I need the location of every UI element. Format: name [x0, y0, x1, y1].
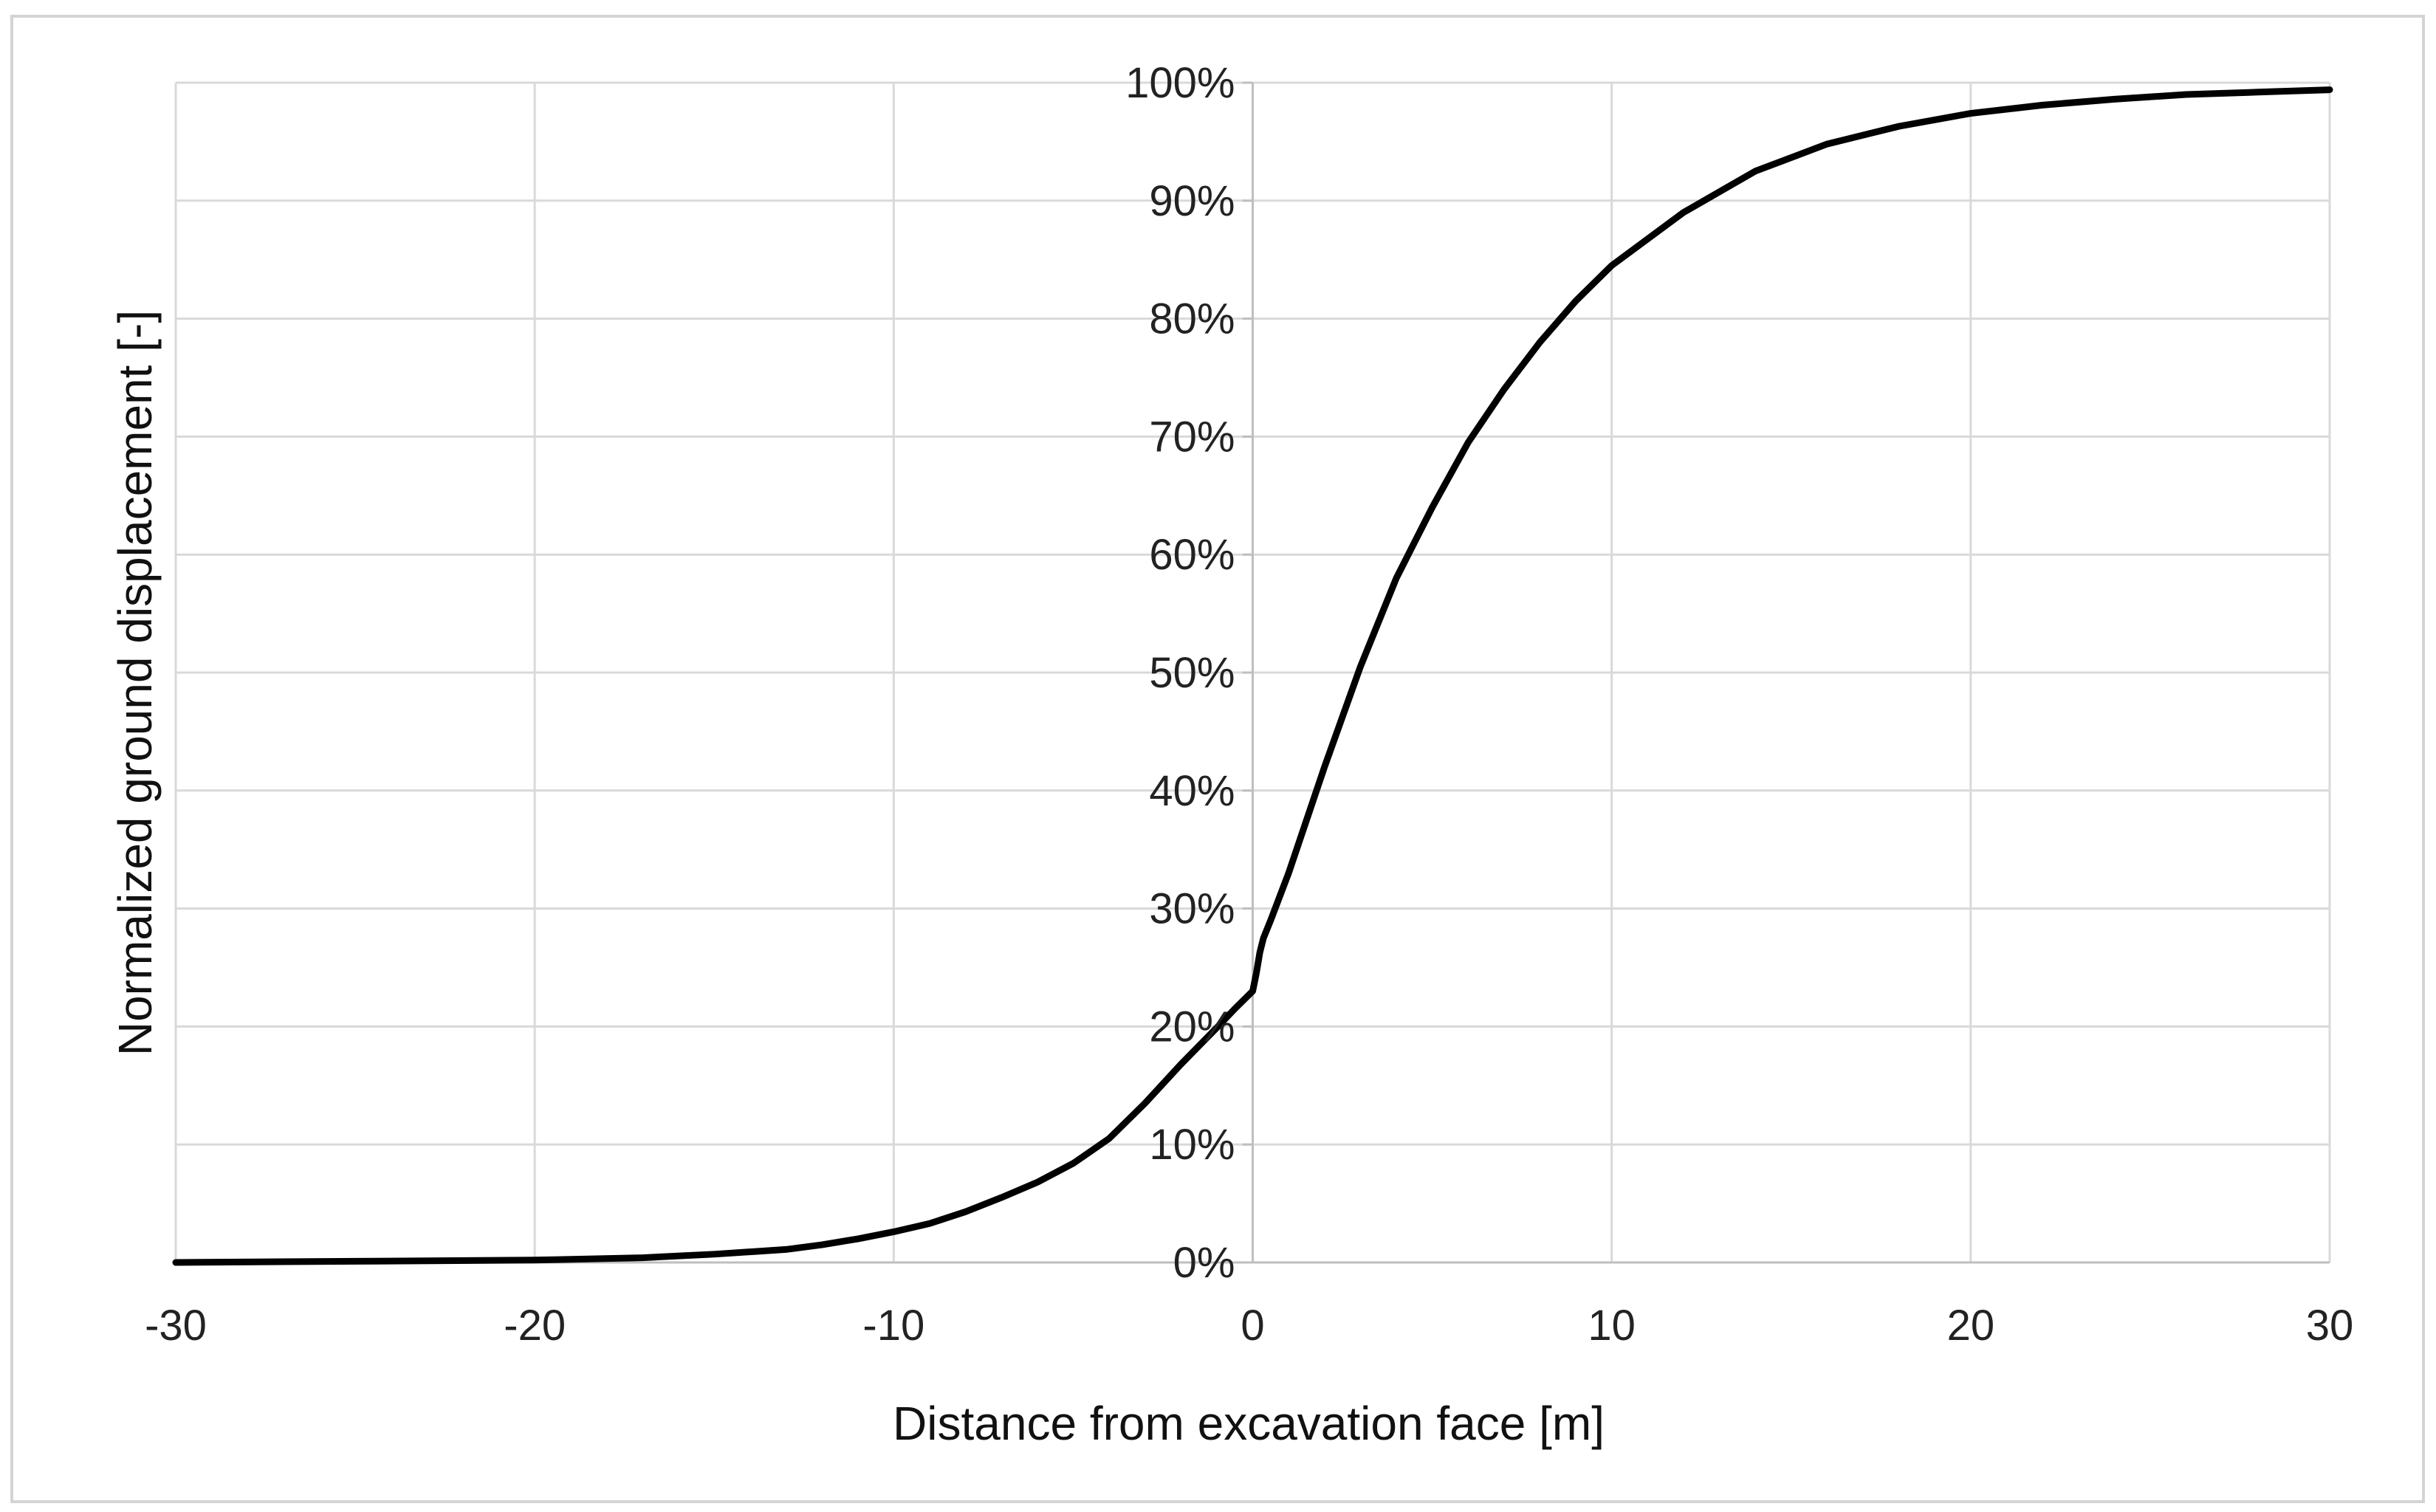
- y-tick-label: 90%: [1149, 177, 1235, 225]
- y-tick-label: 100%: [1125, 59, 1235, 107]
- x-tick-labels: -30 -20 -10 0 10 20 30: [145, 1302, 2353, 1350]
- y-tick-label: 60%: [1149, 531, 1235, 579]
- x-axis-title: Distance from excavation face [m]: [893, 1397, 1605, 1450]
- x-tick-label: 30: [2306, 1302, 2354, 1350]
- y-tick-label: 50%: [1149, 649, 1235, 697]
- x-tick-label: -10: [862, 1302, 924, 1350]
- series-line: [172, 86, 2333, 1266]
- y-tick-label: 40%: [1149, 767, 1235, 815]
- y-tick-label: 10%: [1149, 1121, 1235, 1169]
- series: [172, 86, 2333, 1266]
- y-tick-label: 0%: [1173, 1239, 1235, 1287]
- y-axis-title: Normalized ground displacement [-]: [109, 310, 162, 1056]
- y-tick-label: 30%: [1149, 885, 1235, 933]
- y-tick-label: 80%: [1149, 295, 1235, 343]
- y-tick-labels: 0% 10% 20% 30% 40% 50% 60% 70% 80% 90% 100%: [1125, 59, 1235, 1287]
- x-tick-label: 10: [1588, 1302, 1636, 1350]
- x-tick-label: -20: [504, 1302, 566, 1350]
- y-tick-label: 70%: [1149, 413, 1235, 461]
- x-tick-label: -30: [145, 1302, 207, 1350]
- x-tick-label: 20: [1947, 1302, 1995, 1350]
- chart-border: [10, 15, 2425, 1503]
- x-tick-label: 0: [1241, 1302, 1264, 1350]
- y-tick-label: 20%: [1149, 1003, 1235, 1051]
